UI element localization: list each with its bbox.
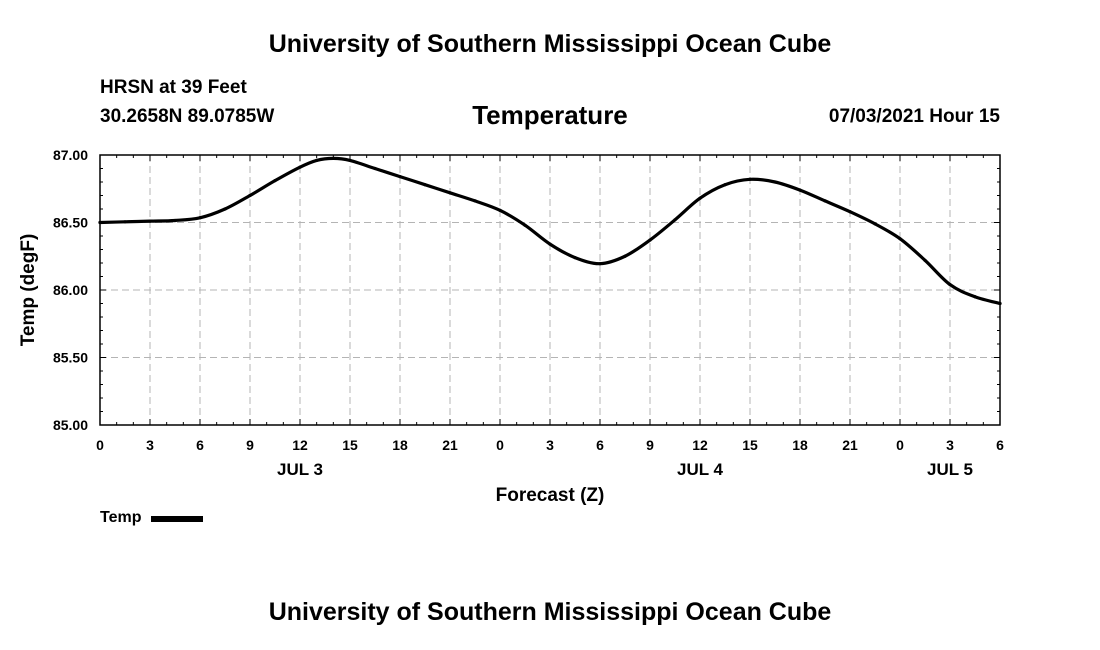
data-point <box>948 283 952 287</box>
legend-label: Temp <box>100 509 142 526</box>
data-point <box>398 175 402 179</box>
data-point <box>498 208 502 212</box>
data-point <box>315 158 319 162</box>
x-tick-label: 18 <box>392 437 408 453</box>
x-tick-label: 3 <box>546 437 554 453</box>
data-point <box>331 156 335 160</box>
x-tick-label: 6 <box>596 437 604 453</box>
data-point <box>973 295 977 299</box>
data-point <box>923 258 927 262</box>
y-tick-label: 86.00 <box>53 282 88 298</box>
data-point <box>773 180 777 184</box>
x-tick-label: 6 <box>196 437 204 453</box>
data-point <box>373 166 377 171</box>
x-tick-label: 0 <box>496 437 504 453</box>
x-tick-label: 3 <box>146 437 154 453</box>
data-point <box>648 238 652 242</box>
axis-tick-labels: 0 3 6 9 12 15 18 21 0 3 6 9 12 15 18 21 0 3 6 85.00 85.50 86.… <box>53 147 1004 479</box>
series-layer <box>98 156 1002 306</box>
data-point <box>823 199 827 203</box>
axis-ticks <box>99 154 1001 426</box>
x-tick-label: 12 <box>292 437 308 453</box>
legend: Temp <box>100 509 204 527</box>
x-tick-label: 21 <box>442 437 458 453</box>
y-tick-label: 85.00 <box>53 417 88 433</box>
data-point <box>573 256 577 260</box>
data-point <box>898 237 902 241</box>
footer-title: University of Southern Mississippi Ocean… <box>268 598 832 626</box>
variable-title: Temperature <box>472 100 628 130</box>
x-tick-label: 15 <box>342 437 358 453</box>
x-tick-label: 12 <box>692 437 708 453</box>
series-line-temp <box>98 156 1002 306</box>
x-tick-label: 3 <box>946 437 954 453</box>
y-axis-title: Temp (degF) <box>18 234 39 347</box>
data-point <box>148 219 152 223</box>
x-tick-label: 6 <box>996 437 1004 453</box>
data-point <box>173 218 177 223</box>
x-date-label: JUL 4 <box>677 460 724 479</box>
y-tick-label: 87.00 <box>53 147 88 163</box>
chart-main-title: University of Southern Mississippi Ocean… <box>268 30 832 58</box>
x-tick-label: 15 <box>742 437 758 453</box>
data-point <box>348 158 352 162</box>
data-point <box>248 193 252 198</box>
data-point <box>698 196 702 200</box>
data-point <box>298 165 302 169</box>
data-point <box>548 242 552 246</box>
data-point <box>98 220 102 225</box>
data-point <box>123 220 127 224</box>
x-axis-title: Forecast (Z) <box>496 485 605 506</box>
data-point <box>623 254 627 258</box>
y-tick-label: 85.50 <box>53 350 88 366</box>
data-point <box>798 188 802 192</box>
y-tick-label: 86.50 <box>53 215 88 231</box>
x-date-label: JUL 3 <box>277 460 323 479</box>
data-point <box>998 301 1002 306</box>
x-tick-label: 21 <box>842 437 858 453</box>
data-point <box>198 216 202 220</box>
data-point <box>423 183 427 187</box>
data-point <box>748 177 752 181</box>
data-point <box>473 199 477 203</box>
x-tick-label: 0 <box>896 437 904 453</box>
data-point <box>598 262 602 266</box>
legend-swatch <box>151 516 204 522</box>
forecast-datetime: 07/03/2021 Hour 15 <box>828 106 1000 127</box>
data-point <box>873 222 877 226</box>
station-label: HRSN at 39 Feet <box>100 77 247 98</box>
data-point <box>223 207 227 211</box>
data-point <box>723 183 727 187</box>
x-date-label: JUL 5 <box>927 460 973 479</box>
x-tick-label: 9 <box>646 437 654 453</box>
x-tick-label: 0 <box>96 437 104 453</box>
x-tick-label: 9 <box>246 437 254 453</box>
station-coordinates: 30.2658N 89.0785W <box>100 106 275 127</box>
grid-lines <box>100 155 1000 425</box>
data-point <box>848 210 852 214</box>
data-point <box>448 191 452 195</box>
data-point <box>673 218 677 222</box>
x-tick-label: 18 <box>792 437 808 453</box>
data-point <box>273 179 277 183</box>
data-point <box>523 223 527 227</box>
